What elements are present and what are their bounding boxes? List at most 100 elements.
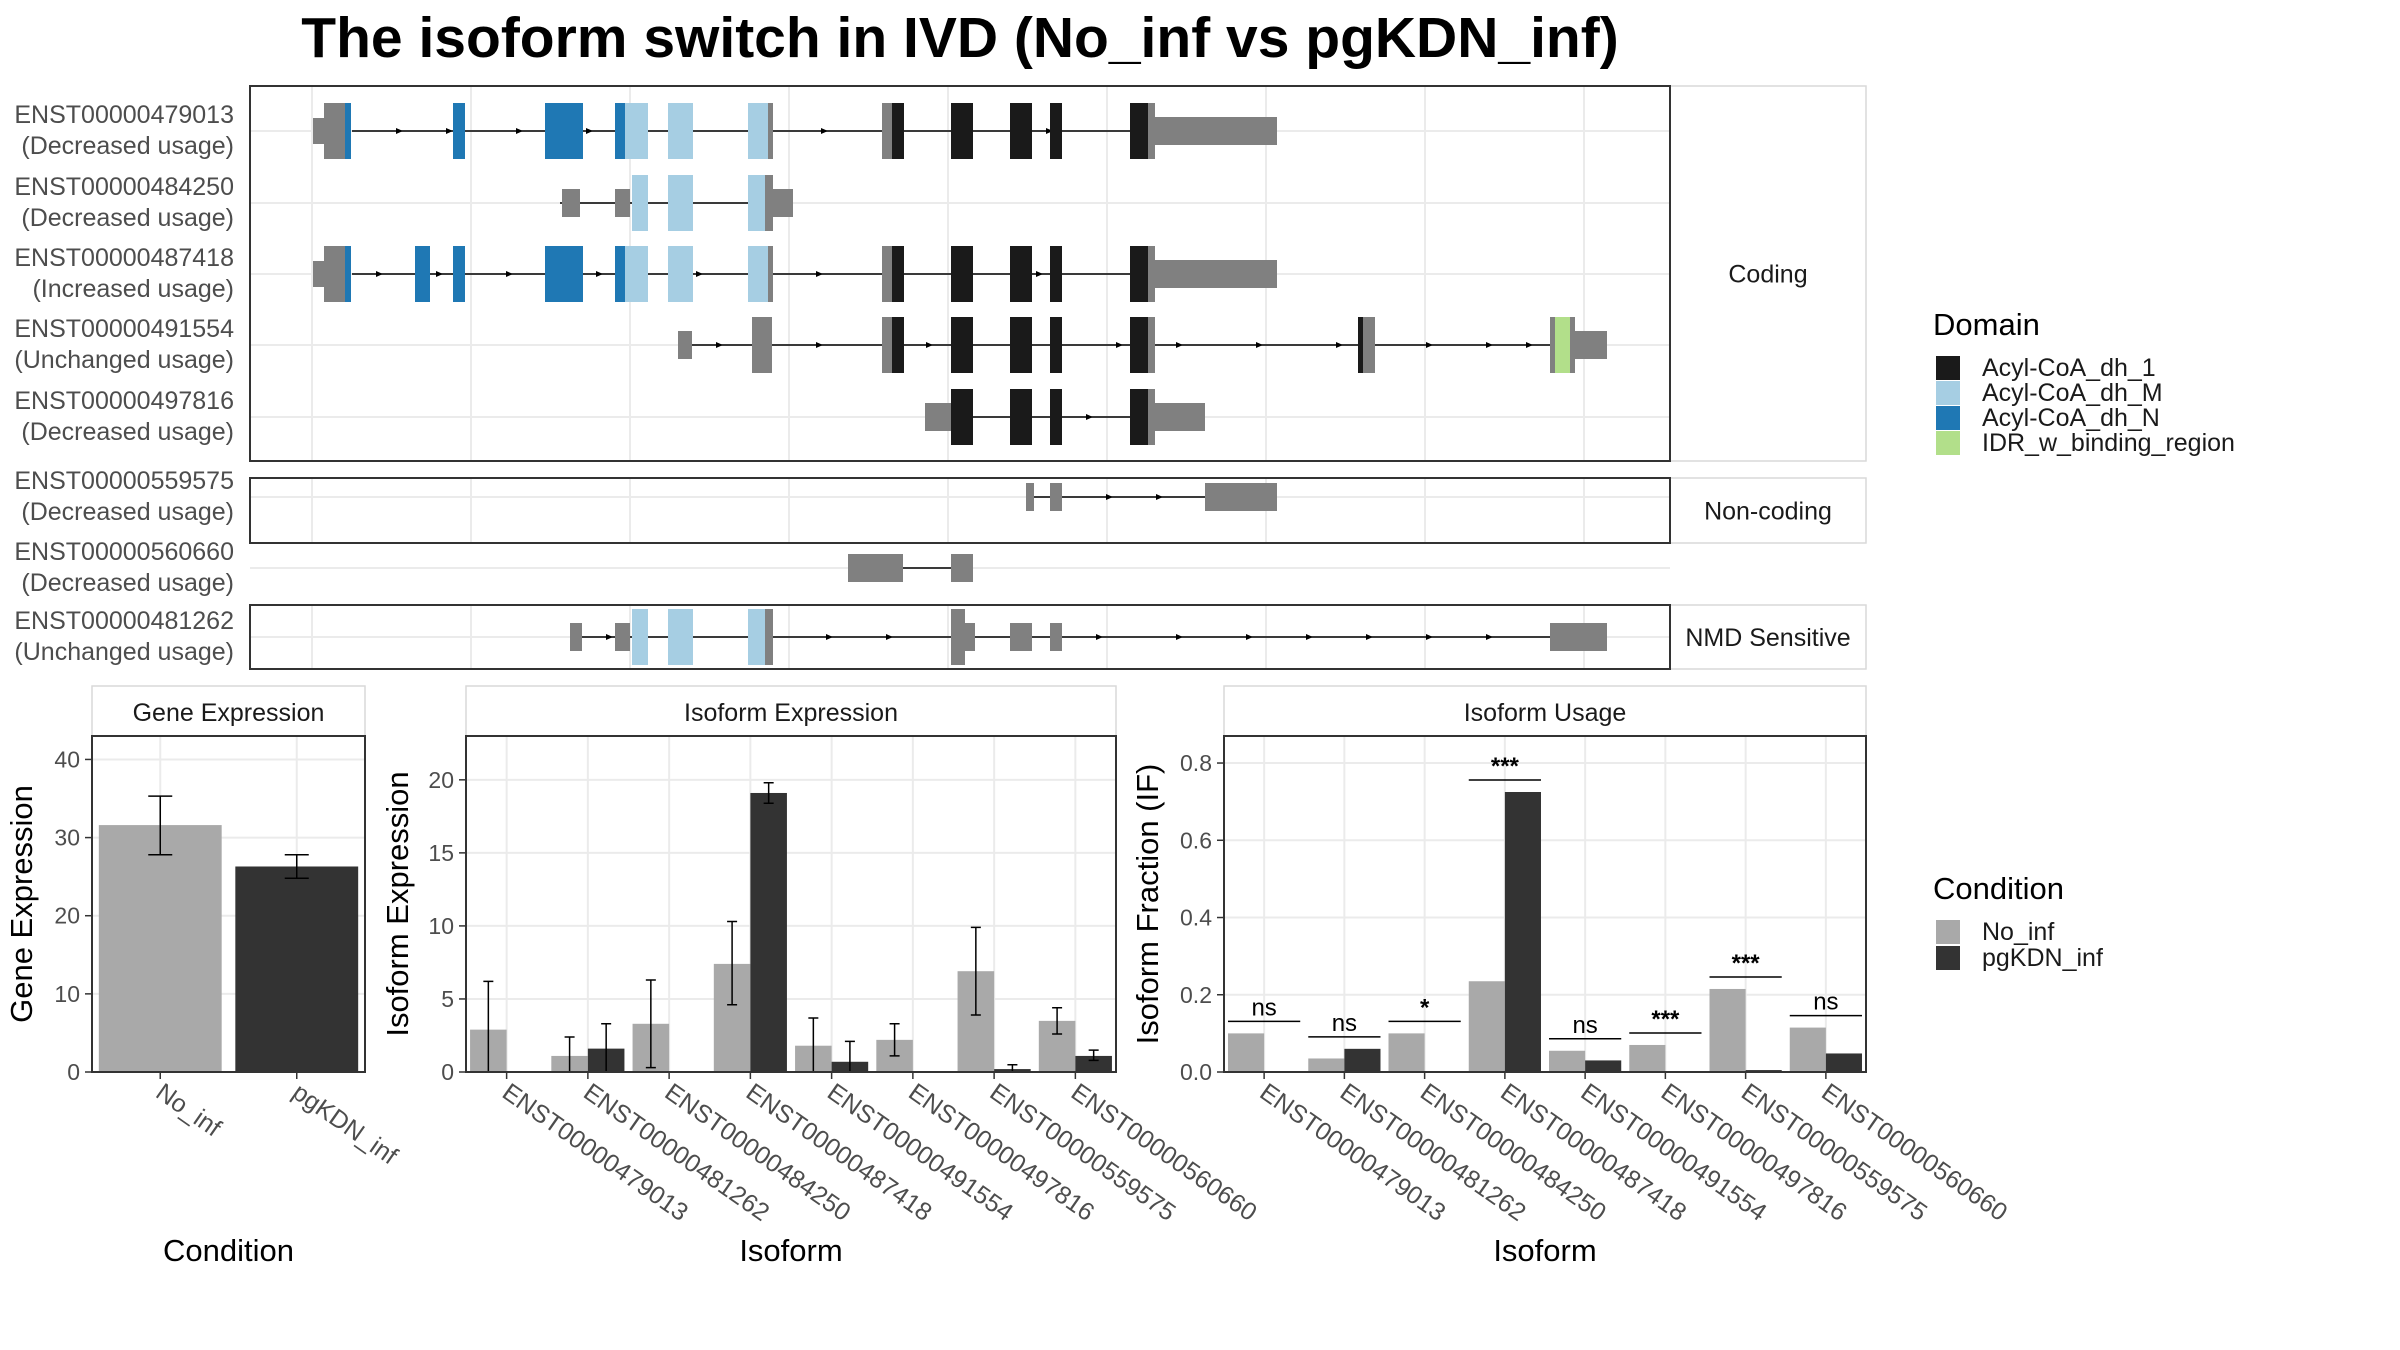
utr-exon: [615, 189, 630, 217]
strand-arrow: [606, 634, 613, 640]
legend-label-pgKDN_inf: pgKDN_inf: [1982, 944, 2103, 972]
transcript-id-label: ENST00000497816: [14, 387, 234, 415]
utr-exon: [1148, 317, 1155, 373]
transcript-ENST00000560660: [848, 554, 973, 582]
strand-arrow: [376, 271, 383, 277]
strand-arrow: [821, 128, 828, 134]
significance-label: ns: [1251, 994, 1276, 1021]
facet-label: NMD Sensitive: [1685, 624, 1850, 652]
strand-arrow: [1036, 271, 1043, 277]
legend-label-IDR_w_binding_region: IDR_w_binding_region: [1982, 429, 2235, 457]
strand-arrow: [506, 271, 513, 277]
domain-exon-Acyl-CoA_dh_1: [1010, 389, 1032, 445]
transcript-id-label: ENST00000559575: [14, 467, 234, 495]
transcript-usage-label: (Decreased usage): [21, 132, 234, 160]
domain-exon-Acyl-CoA_dh_1: [892, 317, 904, 373]
strand-arrow: [586, 128, 593, 134]
utr-exon: [324, 246, 346, 302]
domain-exon-Acyl-CoA_dh_M: [748, 103, 768, 159]
domain-exon-Acyl-CoA_dh_M: [668, 103, 693, 159]
utr-exon: [773, 189, 793, 217]
bar-ENST00000491554-No_inf: [1549, 1050, 1586, 1072]
panel-strip-title: Gene Expression: [133, 699, 325, 727]
strand-arrow: [1366, 634, 1373, 640]
facet-strip: [1669, 604, 1867, 670]
domain-exon-Acyl-CoA_dh_1: [951, 317, 973, 373]
strand-arrow: [1106, 494, 1113, 500]
legend-label-Acyl-CoA_dh_N: Acyl-CoA_dh_N: [1982, 404, 2160, 432]
utr-exon: [1550, 623, 1607, 651]
domain-exon-Acyl-CoA_dh_M: [625, 246, 648, 302]
facet-strip: [1669, 85, 1867, 462]
strand-arrow: [516, 128, 523, 134]
utr-exon: [1363, 317, 1375, 373]
y-tick-label: 0.2: [1180, 982, 1212, 1008]
gene-expression-panel: Gene Expression 0 10 20 30 40 No_inf pgKDN_inf C…: [4, 685, 402, 1268]
bar-No_inf: [98, 825, 222, 1072]
panel-strip-title: Isoform Expression: [684, 699, 898, 727]
bar-ENST00000481262-pgKDN_inf: [1344, 1048, 1381, 1072]
transcript-id-label: ENST00000481262: [14, 607, 234, 635]
panel-border: [1223, 735, 1867, 1073]
legend-key-Acyl-CoA_dh_1: [1936, 356, 1960, 380]
y-tick-label: 10: [428, 913, 454, 939]
strand-arrow: [1246, 634, 1253, 640]
legend-key-Acyl-CoA_dh_N: [1936, 406, 1960, 430]
error-bar: [148, 795, 173, 856]
strand-arrow: [886, 634, 893, 640]
strand-arrow: [1306, 634, 1313, 640]
strand-arrow: [1486, 634, 1493, 640]
utr-exon: [882, 317, 892, 373]
transcript-id-label: ENST00000484250: [14, 173, 234, 201]
facet-non-coding: Non-coding ENST00000559575 (Decreased usag…: [14, 467, 1867, 597]
transcript-id-label: ENST00000491554: [14, 315, 234, 343]
y-tick-label: 0: [67, 1059, 80, 1085]
utr-exon: [1026, 483, 1034, 511]
y-tick-label: 10: [54, 981, 80, 1007]
domain-exon-Acyl-CoA_dh_1: [1010, 103, 1032, 159]
utr-exon: [1148, 389, 1155, 445]
strand-arrow: [1156, 494, 1163, 500]
domain-exon-Acyl-CoA_dh_1: [1050, 246, 1062, 302]
error-bar: [763, 781, 774, 804]
utr-exon: [882, 103, 892, 159]
utr-exon: [570, 623, 582, 651]
utr-exon: [1148, 246, 1155, 302]
bar-pgKDN_inf: [235, 866, 359, 1072]
bar-ENST00000487418-pgKDN_inf: [750, 792, 787, 1072]
legend-key-pgKDN_inf: [1936, 946, 1960, 970]
strand-arrow: [446, 128, 453, 134]
bar-ENST00000491554-pgKDN_inf: [1585, 1060, 1622, 1072]
utr-exon: [1155, 260, 1277, 288]
strand-arrow: [596, 271, 603, 277]
bar-ENST00000560660-pgKDN_inf: [1825, 1053, 1862, 1072]
strand-arrow: [1086, 414, 1093, 420]
figure-title: The isoform switch in IVD (No_inf vs pgK…: [301, 6, 1618, 70]
panel-strip: [1223, 685, 1867, 737]
transcript-structure-panel: Coding ENST00000479013 (Decreased usage) EN…: [14, 85, 1867, 670]
domain-exon-Acyl-CoA_dh_M: [632, 175, 648, 231]
transcript-usage-label: (Decreased usage): [21, 498, 234, 526]
utr-exon: [615, 623, 630, 651]
utr-exon: [1155, 117, 1277, 145]
utr-exon: [324, 103, 346, 159]
panel-strip-title: Isoform Usage: [1464, 699, 1627, 727]
strand-arrow: [436, 271, 443, 277]
utr-exon: [768, 246, 773, 302]
legend-label-No_inf: No_inf: [1982, 918, 2054, 946]
facet-strip: [1669, 477, 1867, 544]
domain-exon-Acyl-CoA_dh_M: [748, 246, 768, 302]
facet-label: Non-coding: [1704, 498, 1832, 526]
utr-exon: [951, 609, 965, 665]
significance-label: ns: [1332, 1010, 1357, 1037]
facet-panel-border: [249, 604, 1671, 670]
y-tick-label: 20: [428, 767, 454, 793]
domain-exon-Acyl-CoA_dh_M: [668, 246, 693, 302]
strand-arrow: [1336, 342, 1343, 348]
strand-arrow: [1096, 634, 1103, 640]
utr-exon: [1050, 483, 1062, 511]
error-bar: [970, 926, 981, 1016]
domain-exon-Acyl-CoA_dh_N: [615, 246, 625, 302]
y-axis-title: Isoform Fraction (IF): [1130, 764, 1165, 1045]
